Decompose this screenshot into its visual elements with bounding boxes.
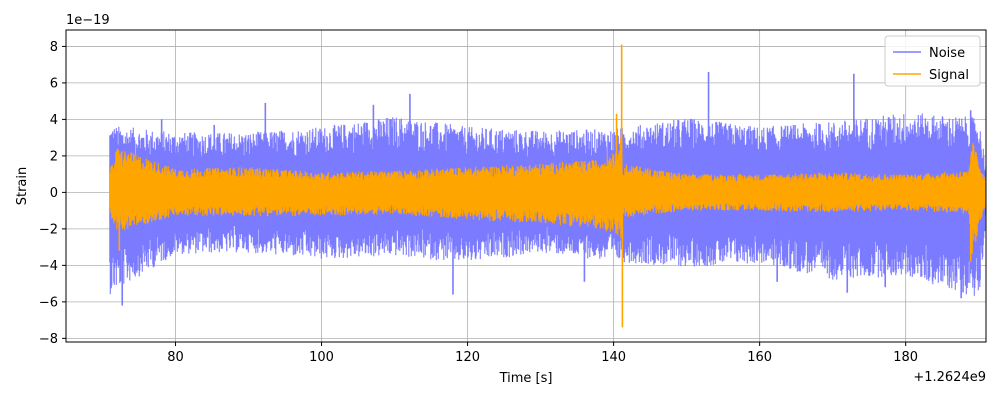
y-tick-label: −2 xyxy=(39,222,58,237)
axis-ticks: 80 100 120 140 160 180 −8 −6 −4 −2 0 2 4 6 8 xyxy=(39,40,918,365)
series-signal xyxy=(109,44,987,328)
legend-label: Noise xyxy=(929,46,965,61)
x-tick-label: 120 xyxy=(455,350,480,365)
series-layer xyxy=(109,44,987,328)
x-tick-label: 180 xyxy=(893,350,918,365)
plot-frame xyxy=(65,29,987,343)
x-tick-label: 80 xyxy=(167,350,184,365)
y-tick-label: −8 xyxy=(39,332,58,347)
y-tick-label: 8 xyxy=(50,40,58,55)
y-tick-label: −4 xyxy=(39,259,58,274)
x-tick-label: 100 xyxy=(309,350,334,365)
x-offset-label: +1.2624e9 xyxy=(913,370,986,385)
x-tick-label: 160 xyxy=(747,350,772,365)
y-tick-label: 6 xyxy=(50,76,58,91)
y-axis-label: Strain xyxy=(15,167,30,206)
y-tick-label: 2 xyxy=(50,149,58,164)
y-scale-label: 1e−19 xyxy=(66,13,110,28)
legend-label: Signal xyxy=(929,68,969,83)
y-tick-label: −6 xyxy=(39,295,58,310)
y-tick-label: 4 xyxy=(50,113,58,128)
legend: Noise Signal xyxy=(884,35,981,87)
series-signal-trace xyxy=(109,136,987,254)
y-tick-label: 0 xyxy=(50,186,58,201)
x-axis-label: Time [s] xyxy=(499,371,553,386)
x-tick-label: 140 xyxy=(601,350,626,365)
